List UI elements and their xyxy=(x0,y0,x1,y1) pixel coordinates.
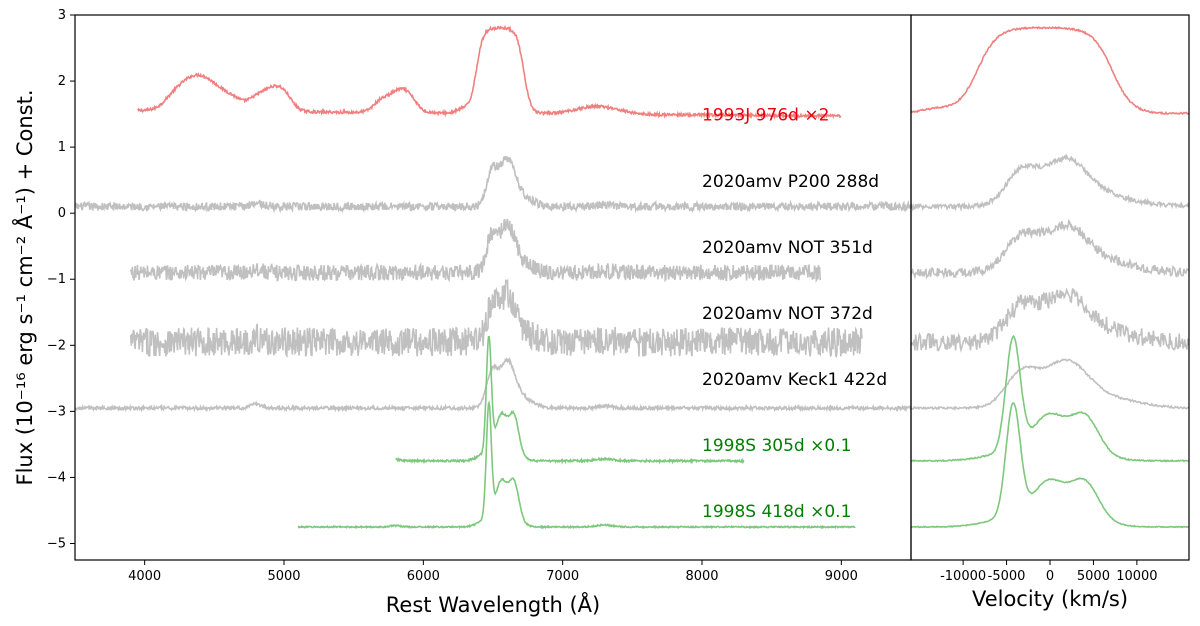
wavelength-series-line xyxy=(297,400,856,530)
y-tick-label: −2 xyxy=(47,338,66,353)
wavelength-series-line xyxy=(395,335,745,465)
velocity-axis-title: Velocity (km/s) xyxy=(972,587,1128,611)
spectrum-label: 2020amv P200 288d xyxy=(702,172,879,192)
wavelength-tick-label: 8000 xyxy=(685,569,718,584)
wavelength-tick-label: 9000 xyxy=(825,569,858,584)
velocity-series-line xyxy=(911,287,1189,353)
wavelength-series-line xyxy=(129,278,863,358)
wavelength-panel-series xyxy=(75,24,911,530)
spectrum-label: 1993J 976d ×2 xyxy=(702,106,829,126)
y-tick-label: −3 xyxy=(47,404,66,419)
velocity-series-line xyxy=(911,153,1189,213)
y-tick-label: 3 xyxy=(58,8,66,23)
y-axis-title: Flux (10⁻¹⁶ erg s⁻¹ cm⁻² Å⁻¹) + Const. xyxy=(11,89,37,485)
wavelength-tick-label: 4000 xyxy=(128,569,161,584)
velocity-tick-label: -5000 xyxy=(988,569,1026,584)
velocity-series-line xyxy=(911,25,1189,116)
wavelength-series-line xyxy=(75,155,911,214)
wavelength-series-line xyxy=(129,218,821,284)
y-tick-label: −5 xyxy=(47,536,66,551)
velocity-tick-label: 0 xyxy=(1046,569,1054,584)
spectrum-label: 1998S 418d ×0.1 xyxy=(702,502,851,522)
velocity-series-line xyxy=(911,218,1189,280)
y-tick-label: 1 xyxy=(58,140,66,155)
axes: −5 −4 −3 −2 −1 0 1 2 3 4000 5000 6000 7000 8000 9000 -1… xyxy=(11,8,1190,617)
velocity-series-line xyxy=(911,334,1189,463)
wavelength-tick-label: 6000 xyxy=(407,569,440,584)
x-axis-title: Rest Wavelength (Å) xyxy=(386,591,600,617)
wavelength-tick-label: 7000 xyxy=(546,569,579,584)
spectrum-label: 2020amv Keck1 422d xyxy=(702,370,887,390)
y-tick-label: −4 xyxy=(47,470,66,485)
spectrum-label: 2020amv NOT 372d xyxy=(702,304,873,324)
wavelength-series-line xyxy=(75,357,911,413)
spectrum-label: 1998S 305d ×0.1 xyxy=(702,436,851,456)
y-tick-label: 0 xyxy=(58,206,66,221)
spectrum-labels: 1993J 976d ×2 2020amv P200 288d 2020amv NO… xyxy=(702,106,887,522)
y-tick-label: 2 xyxy=(58,74,66,89)
velocity-tick-label: 10000 xyxy=(1116,569,1157,584)
wavelength-series-line xyxy=(137,24,842,120)
wavelength-tick-label: 5000 xyxy=(267,569,300,584)
velocity-tick-label: -10000 xyxy=(940,569,986,584)
velocity-series-line xyxy=(911,401,1189,529)
y-tick-label: −1 xyxy=(47,272,66,287)
velocity-tick-label: 5000 xyxy=(1077,569,1110,584)
spectrum-label: 2020amv NOT 351d xyxy=(702,238,873,258)
right-panel-frame xyxy=(910,14,1190,561)
velocity-panel-series xyxy=(911,25,1189,529)
velocity-series-line xyxy=(911,358,1189,411)
